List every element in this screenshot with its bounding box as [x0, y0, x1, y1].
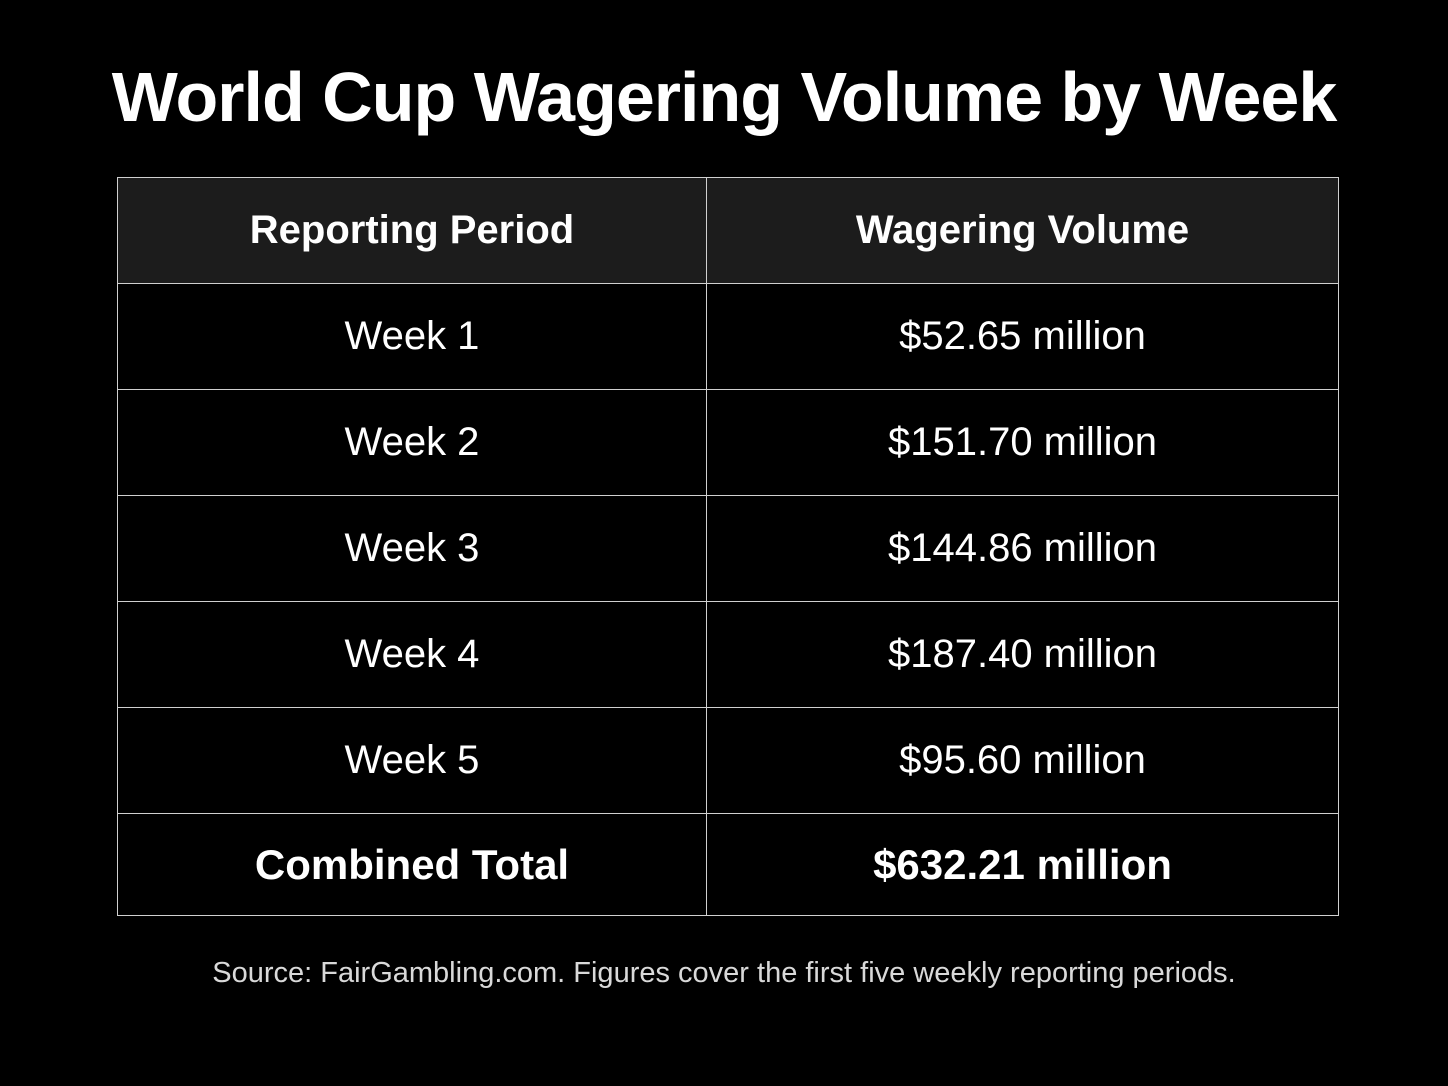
chart-title: World Cup Wagering Volume by Week	[111, 58, 1338, 136]
period-cell: Week 2	[117, 389, 707, 496]
volume-cell: $144.86 million	[706, 495, 1339, 602]
column-header-period: Reporting Period	[117, 177, 707, 284]
wagering-table: Reporting Period Wagering Volume Week 1 …	[117, 177, 1339, 916]
period-cell: Week 5	[117, 707, 707, 814]
volume-cell: $151.70 million	[706, 389, 1339, 496]
table-header-row: Reporting Period Wagering Volume	[117, 177, 1339, 284]
source-note: Source: FairGambling.com. Figures cover …	[212, 957, 1236, 989]
total-label-cell: Combined Total	[117, 813, 707, 916]
period-cell: Week 4	[117, 601, 707, 708]
total-volume-cell: $632.21 million	[706, 813, 1339, 916]
table-row: Week 2 $151.70 million	[117, 389, 1339, 496]
volume-cell: $95.60 million	[706, 707, 1339, 814]
table-row: Week 5 $95.60 million	[117, 707, 1339, 814]
period-cell: Week 3	[117, 495, 707, 602]
volume-cell: $187.40 million	[706, 601, 1339, 708]
table-row: Week 4 $187.40 million	[117, 601, 1339, 708]
period-cell: Week 1	[117, 283, 707, 390]
total-row: Combined Total $632.21 million	[117, 813, 1339, 916]
table-row: Week 1 $52.65 million	[117, 283, 1339, 390]
column-header-volume: Wagering Volume	[706, 177, 1339, 284]
volume-cell: $52.65 million	[706, 283, 1339, 390]
table-row: Week 3 $144.86 million	[117, 495, 1339, 602]
